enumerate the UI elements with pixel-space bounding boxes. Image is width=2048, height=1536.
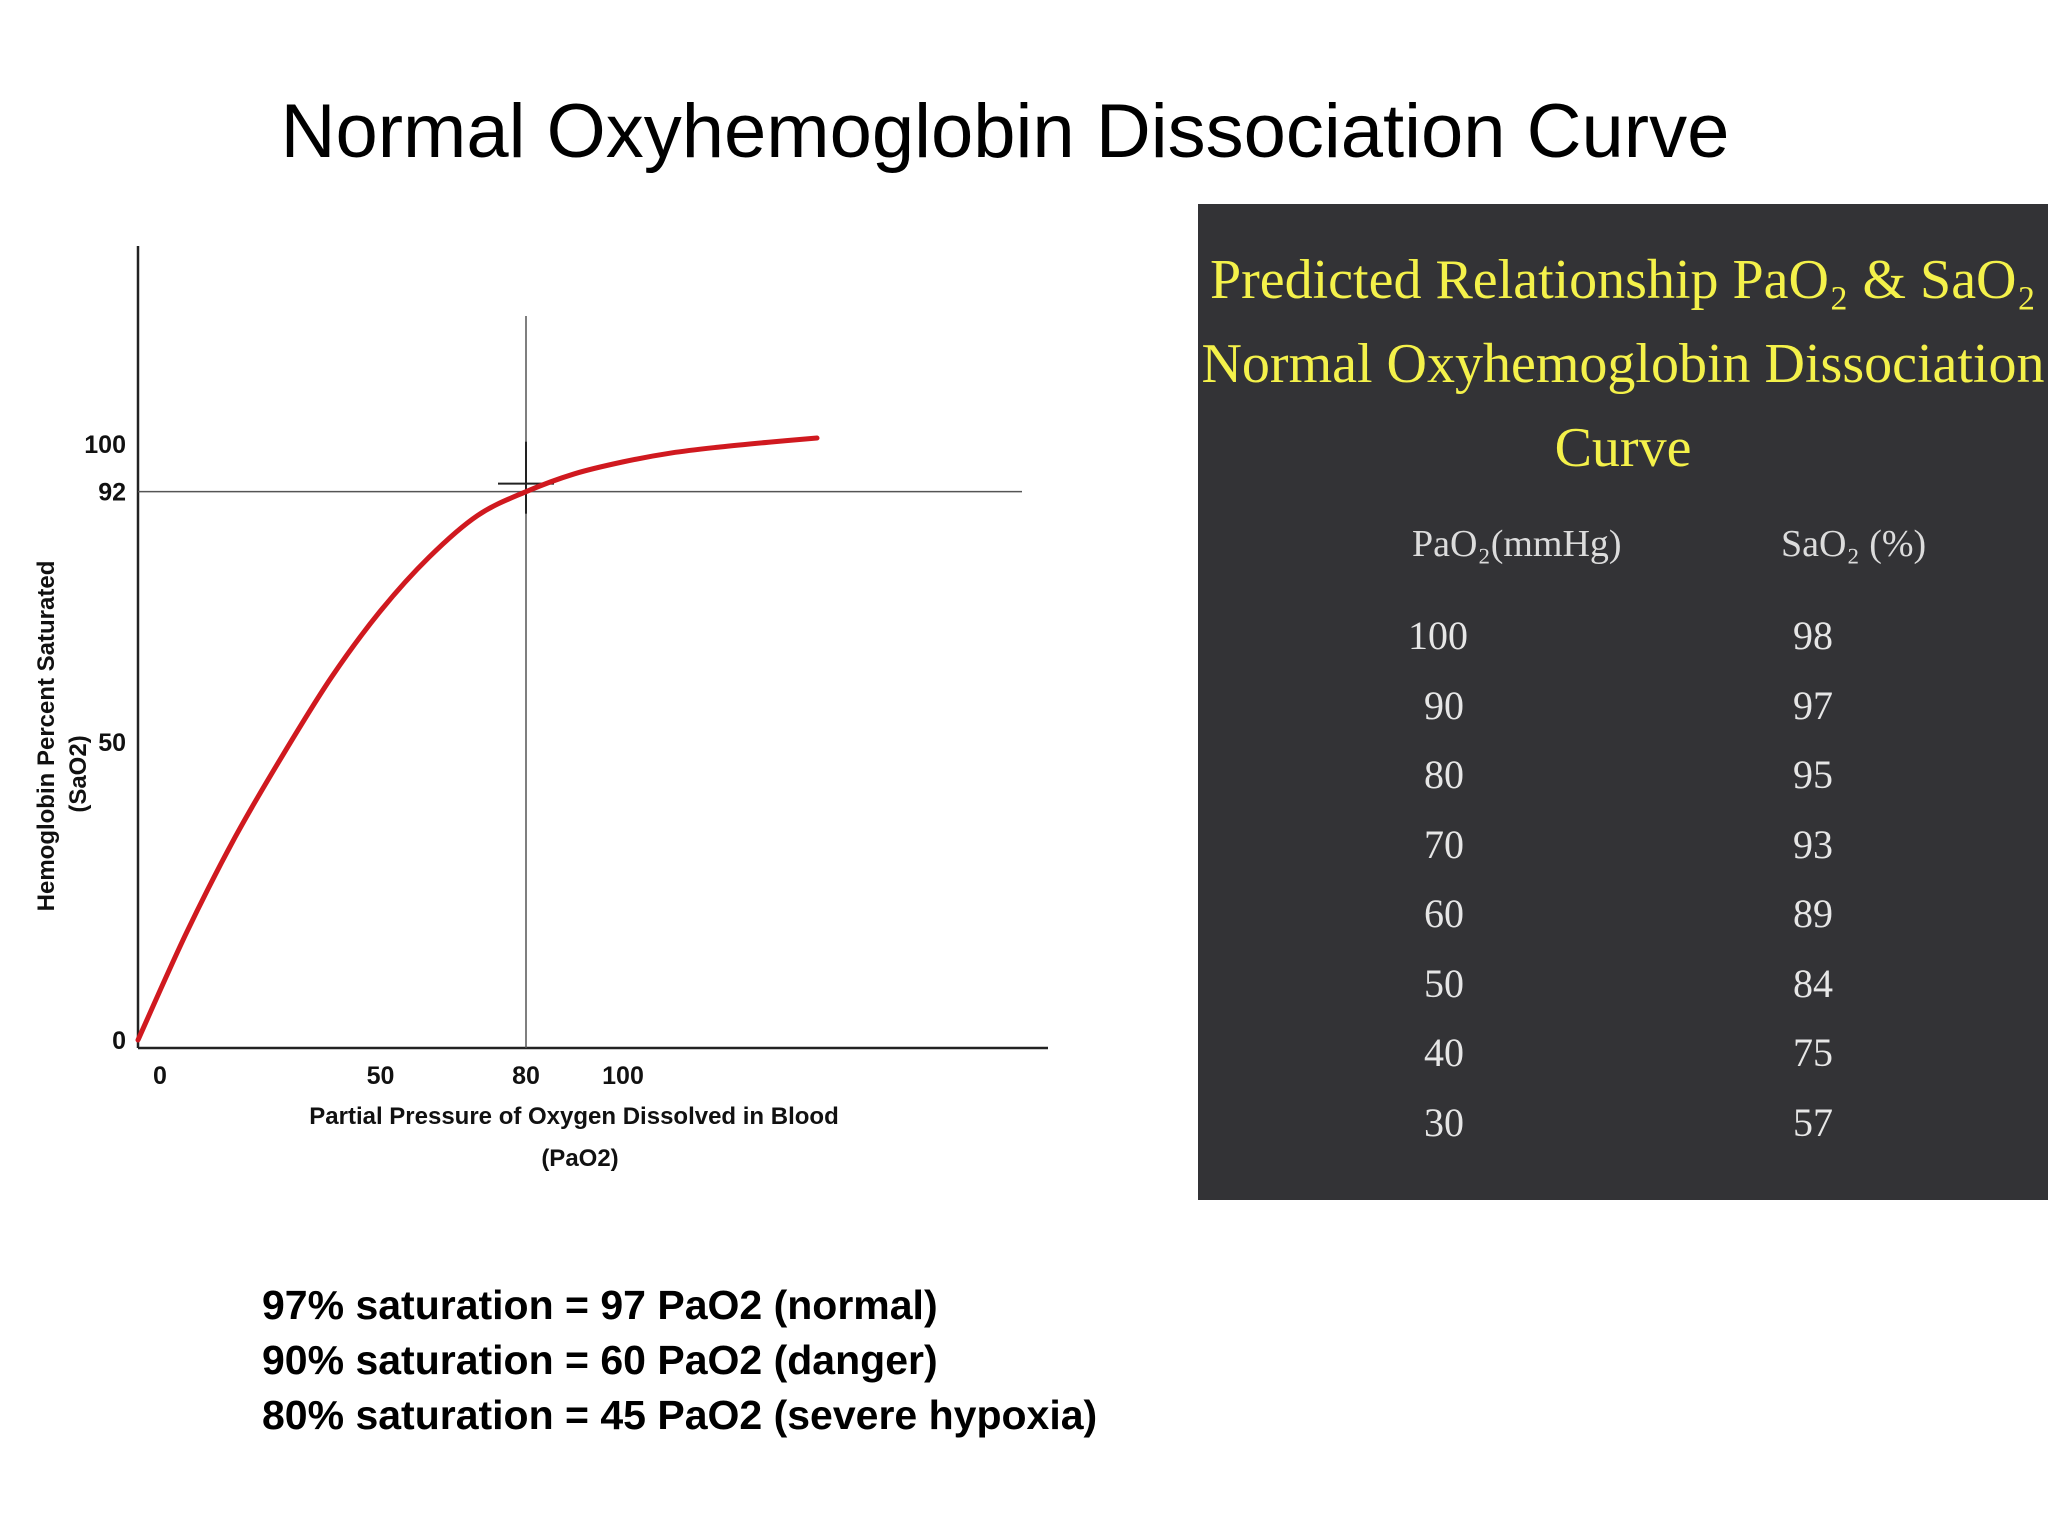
table-cell-pao2: 100 — [1408, 613, 1468, 658]
chart-axes — [136, 246, 1048, 1050]
table-cell-sao2: 89 — [1793, 891, 1833, 936]
y-axis-unit: (SaO2) — [65, 735, 92, 812]
table-cell-sao2: 57 — [1793, 1099, 1833, 1145]
table-cell-pao2: 30 — [1424, 1099, 1464, 1145]
x-axis-title: Partial Pressure of Oxygen Dissolved in … — [309, 1103, 839, 1130]
note-danger: 90% saturation = 60 PaO2 (danger) — [262, 1337, 938, 1383]
table-cell-pao2: 60 — [1424, 891, 1464, 936]
table-cell-sao2: 75 — [1793, 1030, 1833, 1075]
x-tick-label: 80 — [512, 1062, 540, 1090]
y-tick-label: 92 — [98, 479, 126, 507]
y-tick-label: 50 — [98, 729, 126, 757]
tick-labels: 0 50 80 100 0 50 92 100 — [84, 431, 644, 1090]
table-cell-sao2: 95 — [1793, 752, 1833, 797]
table-cell-sao2: 84 — [1793, 960, 1833, 1006]
reference-lines — [138, 316, 1022, 1048]
pao2-sao2-table-panel: Predicted Relationship PaO₂ & SaO₂ Norma… — [1198, 204, 2048, 1200]
axis-labels: Partial Pressure of Oxygen Dissolved in … — [33, 561, 839, 1172]
x-axis-unit: (PaO2) — [541, 1145, 618, 1172]
table-cell-pao2: 40 — [1424, 1030, 1464, 1075]
table-cell-pao2: 70 — [1424, 821, 1464, 867]
table-cell-sao2: 93 — [1793, 821, 1833, 867]
note-normal: 97% saturation = 97 PaO2 (normal) — [262, 1282, 938, 1328]
dissociation-chart: 0 50 80 100 0 50 92 100 Partial Pressure of Oxy… — [33, 246, 1048, 1172]
x-tick-label: 0 — [153, 1062, 167, 1090]
note-severe-hypoxia: 80% saturation = 45 PaO2 (severe hypoxia… — [262, 1392, 1098, 1438]
table-title-line-1: Predicted Relationship PaO₂ & SaO₂ — [1209, 249, 2037, 311]
table-cell-sao2: 98 — [1793, 613, 1833, 658]
table-title-line-2: Normal Oxyhemoglobin Dissociation — [1201, 333, 2045, 395]
table-cell-pao2: 50 — [1424, 960, 1464, 1006]
x-tick-label: 100 — [602, 1062, 644, 1090]
y-axis-title: Hemoglobin Percent Saturated — [33, 561, 60, 912]
table-header-pao2: PaO₂(mmHg) — [1412, 523, 1622, 565]
dissociation-curve-line — [135, 435, 820, 1043]
notes-block: 97% saturation = 97 PaO2 (normal) 90% sa… — [262, 1278, 1097, 1443]
slide-title: Normal Oxyhemoglobin Dissociation Curve — [280, 89, 1730, 174]
y-tick-label: 100 — [84, 431, 126, 459]
table-cell-pao2: 90 — [1424, 682, 1464, 728]
curve-series — [135, 435, 820, 1043]
table-title-line-3: Curve — [1554, 417, 1692, 479]
table-cell-sao2: 97 — [1793, 682, 1833, 728]
x-tick-label: 50 — [367, 1062, 395, 1090]
y-tick-label: 0 — [112, 1027, 126, 1055]
table-cell-pao2: 80 — [1424, 752, 1464, 797]
table-header-sao2: SaO₂ (%) — [1781, 523, 1927, 565]
